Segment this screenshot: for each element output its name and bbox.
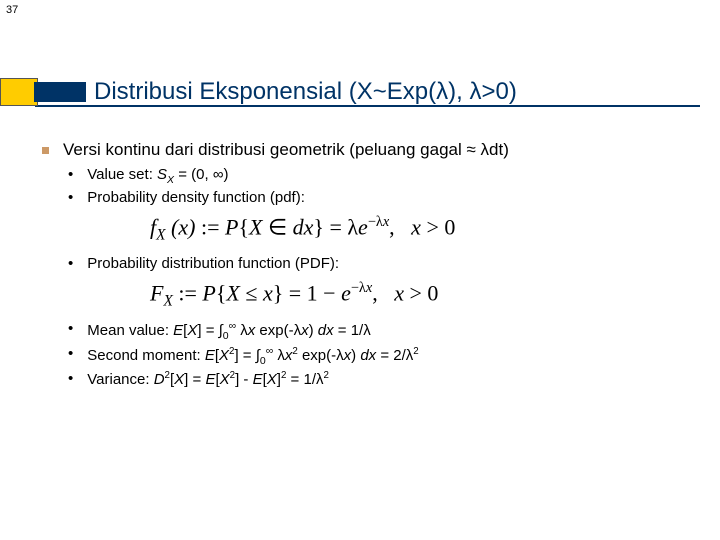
mean-row: • Mean value: E[X] = ∫0∞ λx exp(-λx) dx … xyxy=(68,320,696,342)
value-set-row: • Value set: SX = (0, ∞) xyxy=(68,166,696,186)
square-bullet-icon xyxy=(42,147,49,154)
variance-row: • Variance: D2[X] = E[X2] - E[X]2 = 1/λ2 xyxy=(68,370,696,388)
mean-text: Mean value: E[X] = ∫0∞ λx exp(-λx) dx = … xyxy=(87,320,370,342)
pdf-formula: fX (x) := P{X ∈ dx} = λe−λx, x > 0 xyxy=(150,214,696,245)
var-label: Variance: xyxy=(87,371,153,388)
variance-text: Variance: D2[X] = E[X2] - E[X]2 = 1/λ2 xyxy=(87,370,329,388)
cdf-formula: FX := P{X ≤ x} = 1 − e−λx, x > 0 xyxy=(150,280,696,311)
slide-title: Distribusi Eksponensial (X~Exp(λ), λ>0) xyxy=(94,78,517,106)
content-area: Versi kontinu dari distribusi geometrik … xyxy=(40,140,696,391)
main-bullet-text: Versi kontinu dari distribusi geometrik … xyxy=(63,140,509,160)
dot-bullet-icon: • xyxy=(68,255,73,272)
title-bar-row: Distribusi Eksponensial (X~Exp(λ), λ>0) xyxy=(0,78,720,106)
cdf-label-row: • Probability distribution function (PDF… xyxy=(68,255,696,272)
dot-bullet-icon: • xyxy=(68,189,73,206)
title-block: Distribusi Eksponensial (X~Exp(λ), λ>0) xyxy=(0,78,720,107)
mean-label: Mean value: xyxy=(87,322,173,339)
second-label: Second moment: xyxy=(87,347,205,364)
value-set-rest: = (0, ∞) xyxy=(174,166,228,183)
cdf-label: Probability distribution function (PDF): xyxy=(87,255,339,272)
pdf-label-row: • Probability density function (pdf): xyxy=(68,189,696,206)
second-moment-row: • Second moment: E[X2] = ∫0∞ λx2 exp(-λx… xyxy=(68,345,696,367)
second-moment-text: Second moment: E[X2] = ∫0∞ λx2 exp(-λx) … xyxy=(87,345,418,367)
accent-box-navy xyxy=(34,82,86,102)
main-bullet-row: Versi kontinu dari distribusi geometrik … xyxy=(40,140,696,160)
dot-bullet-icon: • xyxy=(68,370,73,387)
pdf-label: Probability density function (pdf): xyxy=(87,189,305,206)
accent-box-yellow xyxy=(0,78,38,106)
value-set-text: Value set: SX = (0, ∞) xyxy=(87,166,228,186)
dot-bullet-icon: • xyxy=(68,345,73,362)
dot-bullet-icon: • xyxy=(68,320,73,337)
sub-list: • Value set: SX = (0, ∞) • Probability d… xyxy=(68,166,696,388)
value-set-label: Value set: xyxy=(87,166,157,183)
dot-bullet-icon: • xyxy=(68,166,73,183)
slide-number: 37 xyxy=(6,4,18,16)
